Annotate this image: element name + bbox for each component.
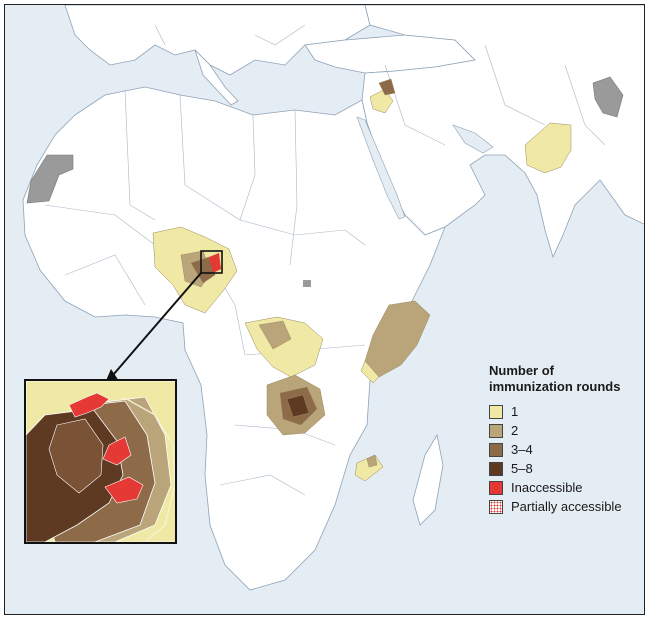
region-east-africa-1: [360, 360, 380, 384]
region-kashmir-grey: [592, 76, 624, 118]
region-small-grey: [303, 280, 311, 287]
legend-title: Number of immunization rounds: [489, 363, 621, 394]
map-canvas: [5, 5, 644, 614]
landmass-madagascar: [412, 433, 444, 526]
region-pakistan: [524, 122, 572, 174]
legend-label: 1: [511, 404, 519, 419]
legend-swatch: [489, 404, 503, 419]
persian-gulf: [452, 124, 494, 154]
legend-item: 3–4: [489, 440, 639, 459]
inset-map: [24, 379, 177, 544]
legend-label: 5–8: [511, 461, 533, 476]
legend-swatch: [489, 442, 503, 457]
inset-inaccessible-2: [102, 436, 132, 466]
legend-swatch: [489, 480, 503, 495]
legend-swatch: [489, 499, 503, 514]
immunization-regions: [152, 78, 572, 482]
map-frame: Number of immunization rounds 1 2 3–4 5–8 In…: [4, 4, 645, 615]
legend-rows: 1 2 3–4 5–8 Inaccessible Partially accessible: [489, 402, 639, 516]
landmass-africa: [22, 86, 446, 591]
legend-label: 2: [511, 423, 519, 438]
region-katanga-5-8: [286, 394, 310, 418]
zoom-highlight-box: [200, 250, 223, 274]
red-sea: [356, 116, 406, 220]
region-mozambique-2: [366, 454, 378, 468]
inset-outline: [122, 396, 175, 542]
legend-swatch: [489, 423, 503, 438]
region-syria-3-4: [378, 78, 396, 96]
legend-item: 1: [489, 402, 639, 421]
inset-region-inner: [48, 418, 104, 494]
zoom-arrow-line: [112, 272, 202, 376]
inset-inaccessible-1: [68, 392, 110, 418]
legend-item: 5–8: [489, 459, 639, 478]
legend-label: 3–4: [511, 442, 533, 457]
legend-item: 2: [489, 421, 639, 440]
region-east-africa: [364, 300, 431, 378]
legend-swatch: [489, 461, 503, 476]
region-lake-chad-inaccessible: [209, 253, 221, 273]
inset-inaccessible-3: [104, 476, 144, 504]
landmass-italy: [194, 49, 239, 106]
legend-item: Partially accessible: [489, 497, 639, 516]
region-drc-north-2: [258, 320, 292, 350]
legend-label: Inaccessible: [511, 480, 583, 495]
map-legend: Number of immunization rounds 1 2 3–4 5–8 In…: [489, 363, 639, 516]
legend-label: Partially accessible: [511, 499, 622, 514]
region-western-sahara-grey: [26, 154, 74, 204]
landmass-asia: [361, 5, 644, 259]
legend-item: Inaccessible: [489, 478, 639, 497]
